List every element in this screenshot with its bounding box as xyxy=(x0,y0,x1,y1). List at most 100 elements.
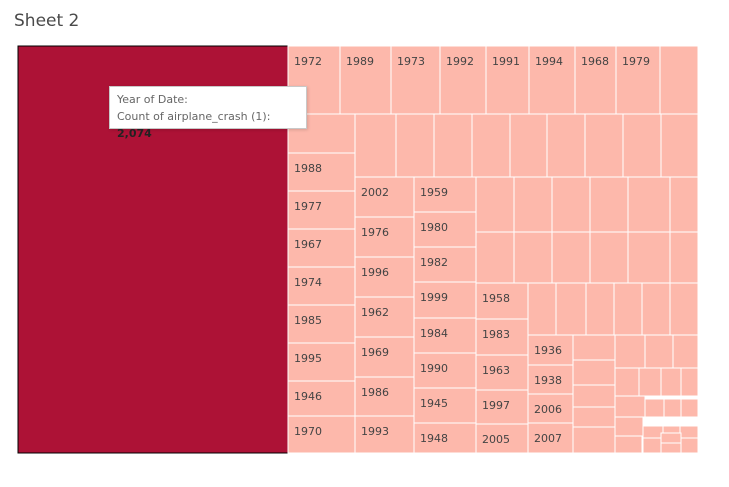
treemap-tile[interactable] xyxy=(287,190,356,230)
treemap-tile[interactable] xyxy=(589,176,629,233)
treemap-tile[interactable] xyxy=(395,113,435,178)
treemap-tile[interactable] xyxy=(485,45,530,115)
treemap-tile[interactable] xyxy=(287,304,356,344)
treemap-tile[interactable] xyxy=(475,231,515,284)
tile-label: 1984 xyxy=(420,327,448,340)
treemap-tile[interactable] xyxy=(627,176,671,233)
treemap-tile[interactable] xyxy=(641,282,671,336)
treemap-tile[interactable] xyxy=(354,296,415,338)
tile-label: 1989 xyxy=(346,55,374,68)
treemap-tile[interactable] xyxy=(546,113,586,178)
treemap-tile[interactable] xyxy=(622,113,662,178)
treemap-tile[interactable] xyxy=(572,426,616,454)
treemap-tile[interactable] xyxy=(354,376,415,417)
treemap-tile[interactable] xyxy=(680,437,699,454)
treemap-tile[interactable] xyxy=(669,176,699,233)
treemap-tile[interactable] xyxy=(572,334,616,361)
treemap-tile[interactable] xyxy=(613,282,643,336)
treemap-tile[interactable] xyxy=(527,282,557,336)
treemap-tile[interactable] xyxy=(413,352,477,389)
treemap-tile[interactable] xyxy=(555,282,587,336)
tile-label: 1992 xyxy=(446,55,474,68)
treemap-tile[interactable] xyxy=(663,398,682,418)
treemap-tile[interactable] xyxy=(642,425,664,439)
treemap-tile[interactable] xyxy=(679,425,699,439)
treemap-tile[interactable] xyxy=(614,334,646,369)
treemap-tile[interactable] xyxy=(354,113,397,178)
treemap-tile[interactable] xyxy=(644,398,665,418)
treemap-tile[interactable] xyxy=(475,176,515,233)
treemap-tile[interactable] xyxy=(680,398,699,418)
treemap-tile[interactable] xyxy=(572,406,616,428)
treemap-tile[interactable] xyxy=(475,423,529,454)
treemap-tile[interactable] xyxy=(660,442,682,454)
treemap-tile[interactable] xyxy=(660,432,682,444)
treemap-tile[interactable] xyxy=(413,246,477,283)
tile-label: 1994 xyxy=(535,55,563,68)
treemap-tile[interactable] xyxy=(513,176,553,233)
tooltip-measure: Count of airplane_crash (1): 2,074 xyxy=(117,108,299,142)
treemap-tile[interactable] xyxy=(475,354,529,391)
treemap-tile[interactable] xyxy=(585,282,615,336)
treemap-tile[interactable] xyxy=(572,359,616,386)
tile-label: 1963 xyxy=(482,364,510,377)
treemap-tile[interactable] xyxy=(680,367,699,397)
tile-label: 1986 xyxy=(361,386,389,399)
treemap-tile[interactable] xyxy=(614,416,644,437)
treemap-tile[interactable] xyxy=(527,393,574,424)
treemap-tile[interactable] xyxy=(413,211,477,248)
treemap-tile[interactable] xyxy=(475,282,529,320)
tile-label: 1948 xyxy=(420,432,448,445)
treemap-tile[interactable] xyxy=(659,45,699,115)
tooltip-dimension: Year of Date: xyxy=(117,93,188,106)
tile-label: 1991 xyxy=(492,55,520,68)
treemap-tile[interactable] xyxy=(614,435,643,454)
treemap-tile[interactable] xyxy=(627,231,671,284)
treemap-tile[interactable] xyxy=(584,113,624,178)
treemap-tile[interactable] xyxy=(287,228,356,268)
treemap-tile[interactable] xyxy=(433,113,473,178)
tile-label: 1996 xyxy=(361,266,389,279)
treemap-tile[interactable] xyxy=(287,266,356,306)
treemap-tile[interactable] xyxy=(615,45,661,115)
treemap-tile[interactable] xyxy=(642,437,662,454)
treemap-tile[interactable] xyxy=(513,231,553,284)
tile-label: 1997 xyxy=(482,399,510,412)
treemap-tile[interactable] xyxy=(354,415,415,454)
treemap-tile[interactable] xyxy=(660,113,699,178)
treemap-tile[interactable] xyxy=(574,45,617,115)
treemap-tile[interactable] xyxy=(638,367,662,397)
treemap-tile[interactable] xyxy=(475,389,529,425)
treemap-tile[interactable] xyxy=(509,113,548,178)
treemap-tile[interactable] xyxy=(551,231,591,284)
treemap-tile[interactable] xyxy=(287,342,356,382)
treemap-tile[interactable] xyxy=(527,422,574,454)
sheet-title: Sheet 2 xyxy=(14,11,80,31)
treemap-tile[interactable] xyxy=(614,367,640,397)
treemap-tile[interactable] xyxy=(413,387,477,424)
treemap-tile[interactable] xyxy=(660,367,682,397)
treemap-tile[interactable] xyxy=(528,45,576,115)
tooltip: Year of Date: Count of airplane_crash (1… xyxy=(109,86,307,140)
treemap-tile[interactable] xyxy=(614,395,646,418)
tile-label: 2006 xyxy=(534,403,562,416)
treemap-tile[interactable] xyxy=(589,231,629,284)
treemap-tile[interactable] xyxy=(471,113,511,178)
tile-label: 1938 xyxy=(534,374,562,387)
treemap-tile[interactable] xyxy=(527,334,574,366)
treemap-tile[interactable] xyxy=(354,176,415,218)
tile-label: 1972 xyxy=(294,55,322,68)
tile-label: 1990 xyxy=(420,362,448,375)
tooltip-measure-value: 2,074 xyxy=(117,127,152,140)
treemap-tile[interactable] xyxy=(439,45,487,115)
treemap-tile[interactable] xyxy=(672,334,699,369)
treemap-tile[interactable] xyxy=(413,281,477,319)
treemap-tile[interactable] xyxy=(669,282,699,336)
treemap-tile[interactable] xyxy=(551,176,591,233)
tile-label: 1983 xyxy=(482,328,510,341)
treemap-tile[interactable] xyxy=(413,422,477,454)
treemap-tile[interactable] xyxy=(572,384,616,408)
treemap-tile[interactable] xyxy=(669,231,699,284)
treemap-tile[interactable] xyxy=(644,334,674,369)
